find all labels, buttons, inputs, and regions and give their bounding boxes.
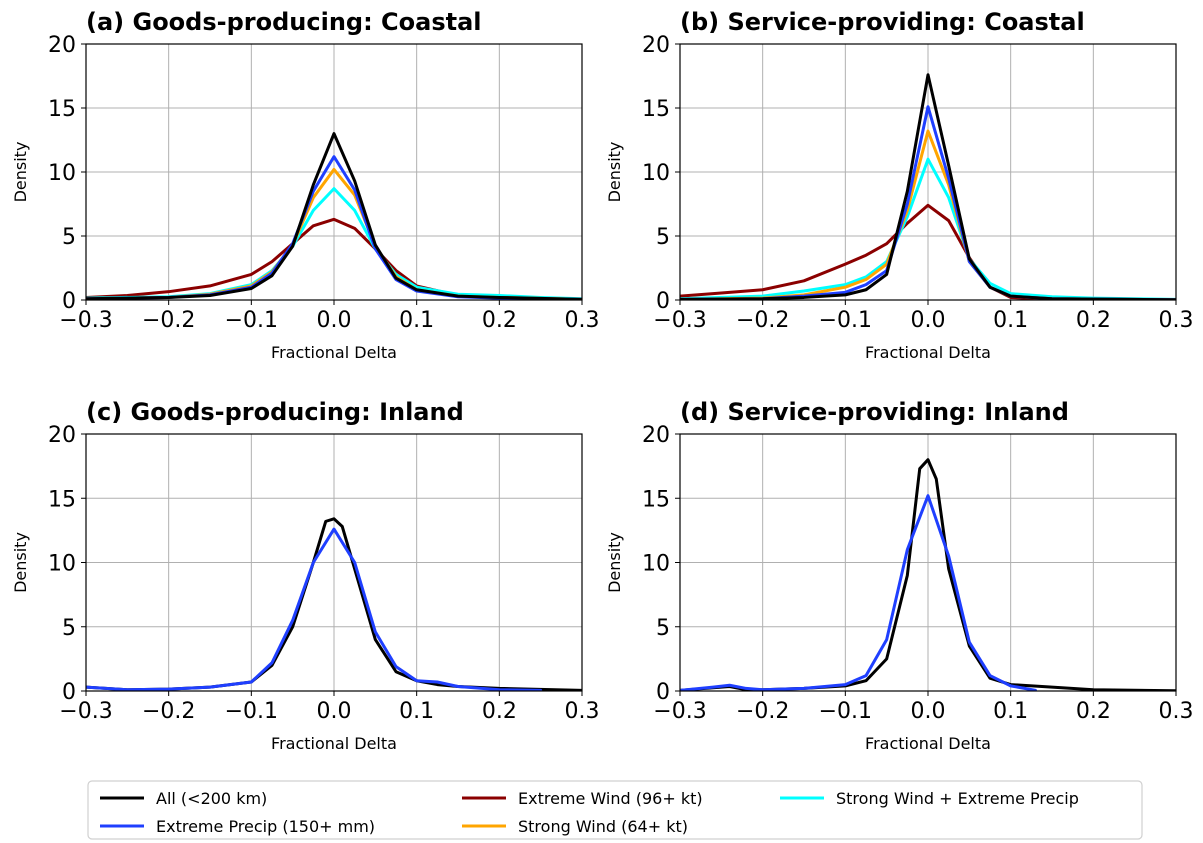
x-tick-label: 0.2: [1076, 699, 1111, 724]
x-tick-label: −0.3: [653, 699, 706, 724]
series-group: [680, 73, 1176, 300]
x-tick-label: 0.1: [399, 699, 434, 724]
x-tick-label: −0.2: [142, 699, 195, 724]
x-axis-label: Fractional Delta: [865, 343, 991, 362]
x-tick-label: 0.2: [1076, 308, 1111, 333]
x-axis-label: Fractional Delta: [271, 343, 397, 362]
y-tick-label: 5: [62, 616, 76, 641]
x-tick-label: 0.3: [565, 308, 600, 333]
y-tick-label: 0: [656, 680, 670, 705]
x-axis-label: Fractional Delta: [271, 734, 397, 753]
x-tick-label: 0.0: [911, 308, 946, 333]
x-tick-label: −0.1: [819, 308, 872, 333]
x-tick-label: −0.3: [653, 308, 706, 333]
x-tick-label: 0.1: [399, 308, 434, 333]
series-line: [680, 157, 1176, 300]
y-tick-label: 20: [642, 33, 670, 58]
legend: All (<200 km) Extreme Precip (150+ mm) Ext…: [87, 780, 1143, 840]
y-tick-label: 10: [48, 161, 76, 186]
y-axis-label: Density: [605, 142, 624, 203]
x-tick-label: 0.0: [317, 308, 352, 333]
legend-label: Strong Wind + Extreme Precip: [836, 789, 1079, 808]
series-line: [86, 132, 582, 300]
panel-title: (d) Service-providing: Inland: [680, 398, 1069, 426]
legend-item: Extreme Wind (96+ kt): [462, 789, 703, 808]
legend-box: [87, 780, 1143, 840]
x-tick-label: −0.1: [819, 699, 872, 724]
y-tick-label: 15: [48, 487, 76, 512]
y-tick-label: 10: [642, 552, 670, 577]
y-tick-label: 5: [656, 225, 670, 250]
y-tick-label: 15: [642, 487, 670, 512]
y-axis-label: Density: [11, 142, 30, 203]
x-tick-label: −0.2: [736, 699, 789, 724]
panel-b: −0.3 −0.2 −0.1 0.0 0.1 0.2 0.3 0 5 10 15 20 Fraction…: [605, 8, 1194, 362]
panel-title: (a) Goods-producing: Coastal: [86, 8, 482, 36]
y-tick-label: 20: [642, 423, 670, 448]
x-tick-label: 0.3: [1159, 308, 1194, 333]
x-tick-label: 0.3: [1159, 699, 1194, 724]
x-tick-label: 0.2: [482, 699, 517, 724]
series-line: [86, 527, 543, 691]
y-tick-label: 0: [62, 680, 76, 705]
series-line: [680, 73, 1176, 300]
legend-label: Extreme Wind (96+ kt): [518, 789, 703, 808]
y-tick-label: 0: [62, 289, 76, 314]
legend-item: Extreme Precip (150+ mm): [100, 817, 375, 836]
x-tick-label: 0.1: [993, 699, 1028, 724]
y-tick-label: 5: [62, 225, 76, 250]
legend-label: All (<200 km): [156, 789, 267, 808]
panel-c: −0.3 −0.2 −0.1 0.0 0.1 0.2 0.3 0 5 10 15 20 Fraction…: [11, 398, 600, 753]
series-group: [680, 458, 1176, 691]
y-axis-label: Density: [605, 532, 624, 593]
x-tick-label: −0.1: [225, 308, 278, 333]
x-tick-label: −0.3: [59, 699, 112, 724]
x-tick-label: 0.3: [565, 699, 600, 724]
panel-title: (b) Service-providing: Coastal: [680, 8, 1085, 36]
y-tick-label: 10: [48, 552, 76, 577]
x-tick-label: 0.0: [911, 699, 946, 724]
y-tick-label: 15: [642, 97, 670, 122]
legend-item: Strong Wind + Extreme Precip: [780, 789, 1079, 808]
x-tick-label: −0.1: [225, 699, 278, 724]
y-tick-label: 5: [656, 616, 670, 641]
x-tick-label: −0.3: [59, 308, 112, 333]
legend-label: Strong Wind (64+ kt): [518, 817, 688, 836]
panel-d: −0.3 −0.2 −0.1 0.0 0.1 0.2 0.3 0 5 10 15 20 Fraction…: [605, 398, 1194, 753]
x-tick-label: 0.0: [317, 699, 352, 724]
legend-label: Extreme Precip (150+ mm): [156, 817, 375, 836]
x-tick-label: −0.2: [736, 308, 789, 333]
y-tick-label: 0: [656, 289, 670, 314]
x-axis-label: Fractional Delta: [865, 734, 991, 753]
legend-item: Strong Wind (64+ kt): [462, 817, 688, 836]
x-tick-label: 0.2: [482, 308, 517, 333]
legend-item: All (<200 km): [100, 789, 267, 808]
y-tick-label: 20: [48, 423, 76, 448]
series-group: [86, 132, 582, 300]
y-axis-label: Density: [11, 532, 30, 593]
x-tick-label: 0.1: [993, 308, 1028, 333]
y-tick-label: 20: [48, 33, 76, 58]
panel-a: −0.3 −0.2 −0.1 0.0 0.1 0.2 0.3 0 5 10 15 20 Fraction…: [11, 8, 600, 362]
y-tick-label: 15: [48, 97, 76, 122]
x-tick-label: −0.2: [142, 308, 195, 333]
series-line: [680, 494, 1037, 691]
panel-title: (c) Goods-producing: Inland: [86, 398, 464, 426]
series-group: [86, 517, 582, 691]
y-tick-label: 10: [642, 161, 670, 186]
